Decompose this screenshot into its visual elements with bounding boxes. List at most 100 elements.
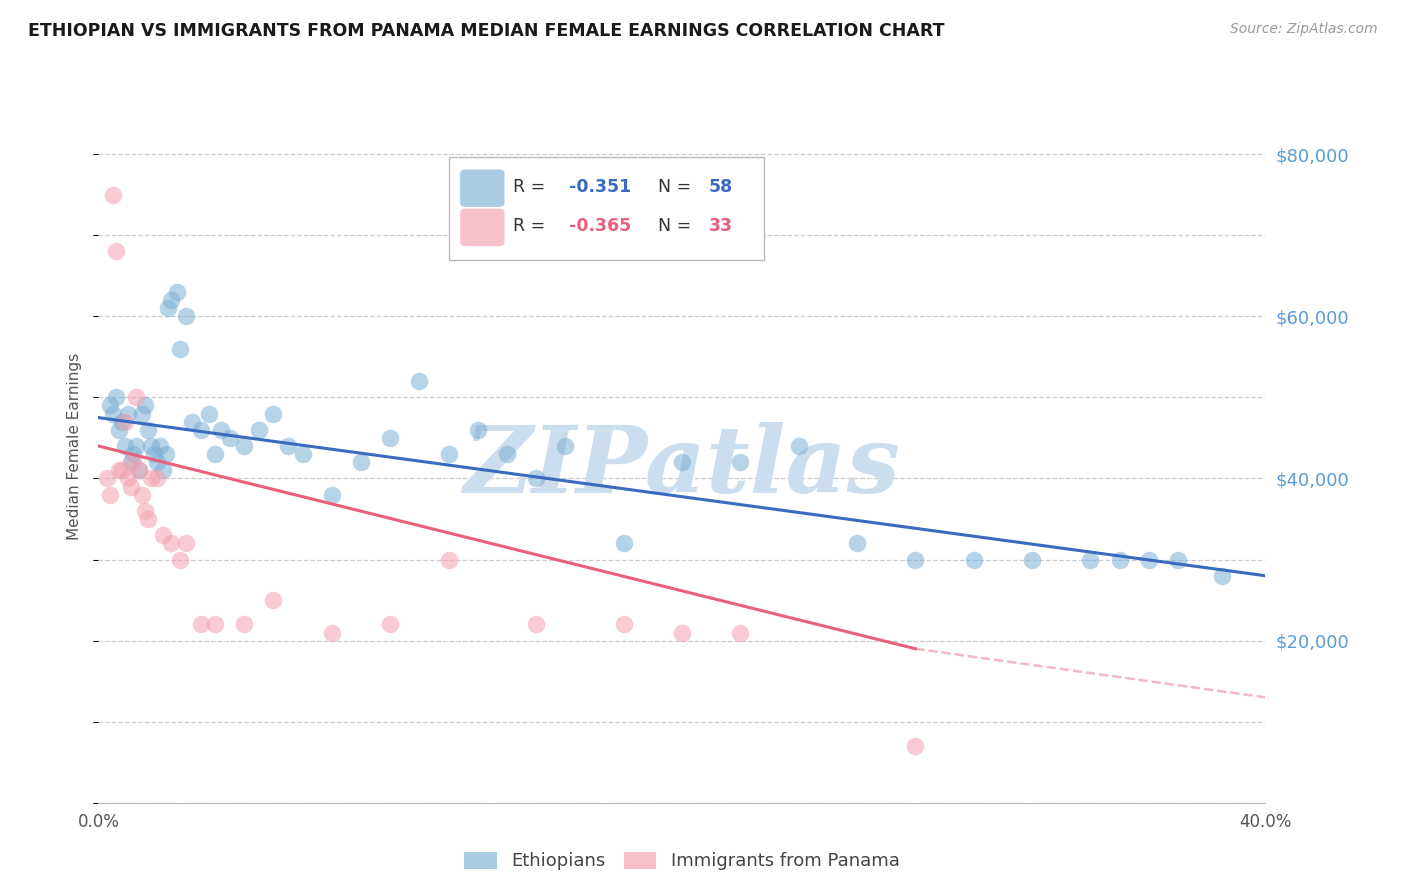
Point: [136, 512, 159, 526]
Point: [904, 552, 927, 566]
Point: [1108, 552, 1130, 566]
Point: [125, 390, 148, 404]
Point: [169, 552, 191, 566]
Point: [169, 342, 191, 356]
Point: [131, 488, 153, 502]
Point: [128, 463, 150, 477]
Point: [612, 536, 634, 550]
Point: [155, 447, 177, 461]
Point: [117, 407, 139, 421]
Text: R =: R =: [513, 178, 550, 196]
Point: [209, 423, 232, 437]
Point: [128, 463, 150, 477]
Point: [114, 415, 136, 429]
Text: Source: ZipAtlas.com: Source: ZipAtlas.com: [1230, 22, 1378, 37]
Point: [152, 528, 174, 542]
Point: [101, 407, 124, 421]
Point: [728, 455, 751, 469]
Point: [495, 447, 517, 461]
Text: ZIPatlas: ZIPatlas: [464, 423, 900, 512]
Point: [1167, 552, 1189, 566]
Point: [962, 552, 984, 566]
Point: [321, 488, 343, 502]
Point: [408, 374, 430, 388]
Point: [350, 455, 373, 469]
Point: [204, 447, 226, 461]
Point: [139, 439, 162, 453]
Text: -0.365: -0.365: [568, 218, 631, 235]
Text: ETHIOPIAN VS IMMIGRANTS FROM PANAMA MEDIAN FEMALE EARNINGS CORRELATION CHART: ETHIOPIAN VS IMMIGRANTS FROM PANAMA MEDI…: [28, 22, 945, 40]
Point: [131, 407, 153, 421]
Point: [108, 423, 131, 437]
Text: R =: R =: [513, 218, 550, 235]
Point: [160, 536, 183, 550]
Text: -0.351: -0.351: [568, 178, 631, 196]
Point: [96, 471, 118, 485]
Text: 58: 58: [709, 178, 733, 196]
Point: [524, 471, 547, 485]
Point: [277, 439, 299, 453]
Point: [111, 463, 134, 477]
Point: [160, 293, 183, 307]
Point: [378, 431, 402, 445]
FancyBboxPatch shape: [460, 209, 505, 246]
Point: [1080, 552, 1102, 566]
Point: [104, 244, 127, 259]
Point: [174, 310, 197, 324]
Point: [554, 439, 576, 453]
Point: [157, 301, 180, 315]
Point: [180, 415, 202, 429]
Point: [122, 455, 145, 469]
Point: [136, 423, 159, 437]
Text: N =: N =: [647, 178, 696, 196]
Point: [378, 617, 402, 632]
Point: [437, 552, 460, 566]
Point: [98, 488, 121, 502]
Point: [262, 407, 284, 421]
Point: [204, 617, 226, 632]
Point: [233, 617, 256, 632]
Point: [125, 439, 148, 453]
Point: [524, 617, 547, 632]
Point: [1211, 568, 1233, 582]
Point: [467, 423, 489, 437]
Point: [111, 415, 134, 429]
Point: [1021, 552, 1043, 566]
Point: [146, 455, 169, 469]
Bar: [449, 157, 763, 260]
Text: N =: N =: [647, 218, 696, 235]
Point: [152, 463, 174, 477]
Point: [98, 399, 121, 413]
Legend: Ethiopians, Immigrants from Panama: Ethiopians, Immigrants from Panama: [458, 847, 905, 876]
Point: [671, 625, 693, 640]
Point: [612, 617, 634, 632]
FancyBboxPatch shape: [460, 169, 505, 207]
Point: [845, 536, 868, 550]
Point: [321, 625, 343, 640]
Point: [120, 479, 142, 493]
Point: [122, 447, 145, 461]
Point: [108, 463, 131, 477]
Point: [139, 471, 162, 485]
Point: [134, 399, 156, 413]
Point: [787, 439, 810, 453]
Point: [233, 439, 256, 453]
Point: [218, 431, 240, 445]
Point: [437, 447, 460, 461]
Point: [247, 423, 270, 437]
Point: [104, 390, 127, 404]
Point: [101, 187, 124, 202]
Point: [190, 617, 212, 632]
Point: [120, 455, 142, 469]
Point: [904, 739, 927, 753]
Point: [149, 439, 172, 453]
Point: [728, 625, 751, 640]
Point: [142, 447, 165, 461]
Point: [262, 593, 284, 607]
Point: [146, 471, 169, 485]
Point: [134, 504, 156, 518]
Point: [114, 439, 136, 453]
Point: [117, 471, 139, 485]
Point: [671, 455, 693, 469]
Point: [198, 407, 221, 421]
